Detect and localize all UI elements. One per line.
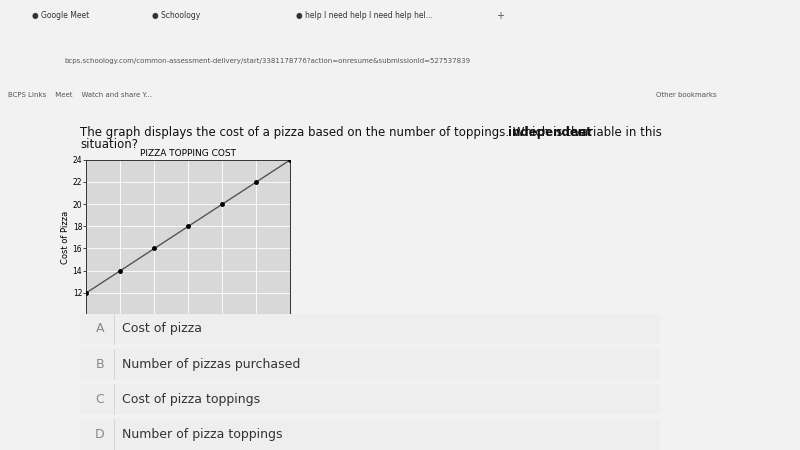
Text: Cost of pizza: Cost of pizza (122, 323, 202, 335)
Text: +: + (496, 11, 504, 21)
Text: ● Schoology: ● Schoology (152, 11, 200, 20)
Text: ● help I need help I need help hel...: ● help I need help I need help hel... (296, 11, 433, 20)
Text: Number of pizzas purchased: Number of pizzas purchased (122, 358, 300, 370)
Text: independent: independent (508, 126, 592, 139)
Text: A: A (96, 323, 104, 335)
Text: bcps.schoology.com/common-assessment-delivery/start/3381178776?action=onresume&s: bcps.schoology.com/common-assessment-del… (64, 58, 470, 64)
Text: Cost of pizza toppings: Cost of pizza toppings (122, 393, 260, 405)
X-axis label: Number of Pizza Toppings: Number of Pizza Toppings (134, 331, 242, 340)
Text: BCPS Links    Meet    Watch and share Y...: BCPS Links Meet Watch and share Y... (8, 92, 152, 98)
Text: The graph displays the cost of a pizza based on the number of toppings. Which is: The graph displays the cost of a pizza b… (80, 126, 590, 139)
Title: PIZZA TOPPING COST: PIZZA TOPPING COST (140, 148, 237, 157)
Text: ● Google Meet: ● Google Meet (32, 11, 90, 20)
Text: C: C (96, 393, 104, 405)
Y-axis label: Cost of Pizza: Cost of Pizza (61, 211, 70, 264)
Text: situation?: situation? (80, 139, 138, 151)
Text: Other bookmarks: Other bookmarks (656, 92, 717, 98)
Text: Number of pizza toppings: Number of pizza toppings (122, 428, 282, 441)
Text: B: B (96, 358, 104, 370)
Text: variable in this: variable in this (570, 126, 662, 139)
Text: D: D (95, 428, 105, 441)
